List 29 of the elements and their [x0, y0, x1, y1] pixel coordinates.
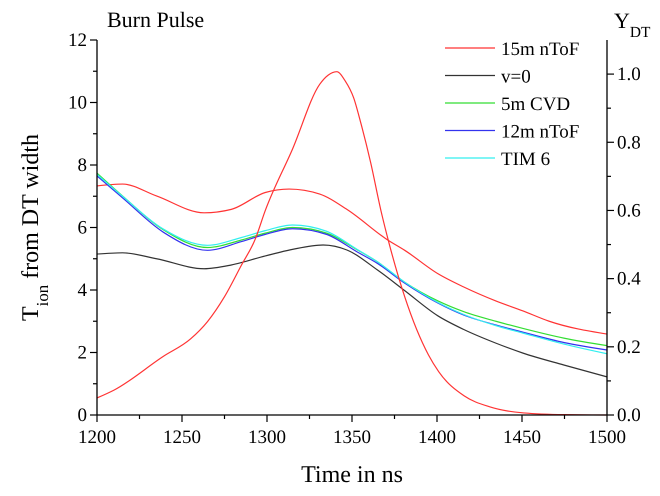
- y2-tick-label: 0.6: [617, 200, 641, 222]
- legend-label: 15m nToF: [501, 39, 580, 60]
- y2-tick-label: 1.0: [617, 64, 641, 86]
- y2-axis-title: Y$_{DT}$: [614, 8, 652, 40]
- y-tick-label: 10: [68, 92, 87, 114]
- x-tick-label: 1450: [503, 427, 541, 448]
- chart-title: Burn Pulse: [107, 7, 204, 32]
- x-axis-title: Time in ns: [301, 462, 403, 488]
- x-tick-label: 1200: [78, 427, 116, 448]
- legend-label: 12m nToF: [501, 122, 580, 142]
- x-tick-label: 1300: [248, 427, 286, 448]
- x-tick-label: 1350: [333, 427, 371, 448]
- y-tick-label: 12: [68, 30, 87, 51]
- y-tick-label: 8: [78, 155, 87, 176]
- x-tick-label: 1500: [588, 427, 626, 448]
- y-tick-label: 2: [78, 342, 87, 364]
- y2-tick-label: 0.8: [617, 132, 641, 154]
- x-tick-label: 1400: [418, 427, 456, 448]
- y-tick-label: 6: [78, 218, 87, 238]
- y-tick-label: 0: [78, 405, 87, 426]
- y2-tick-label: 0.0: [617, 405, 641, 426]
- y2-tick-label: 0.2: [617, 336, 641, 358]
- legend-label: TIM 6: [501, 149, 550, 170]
- y2-tick-label: 0.4: [617, 268, 642, 290]
- legend-label: v=0: [501, 66, 531, 88]
- legend-label: 5m CVD: [501, 94, 570, 115]
- line-series: [96, 244, 608, 378]
- y-tick-label: 4: [78, 280, 88, 301]
- x-tick-label: 1250: [163, 427, 201, 448]
